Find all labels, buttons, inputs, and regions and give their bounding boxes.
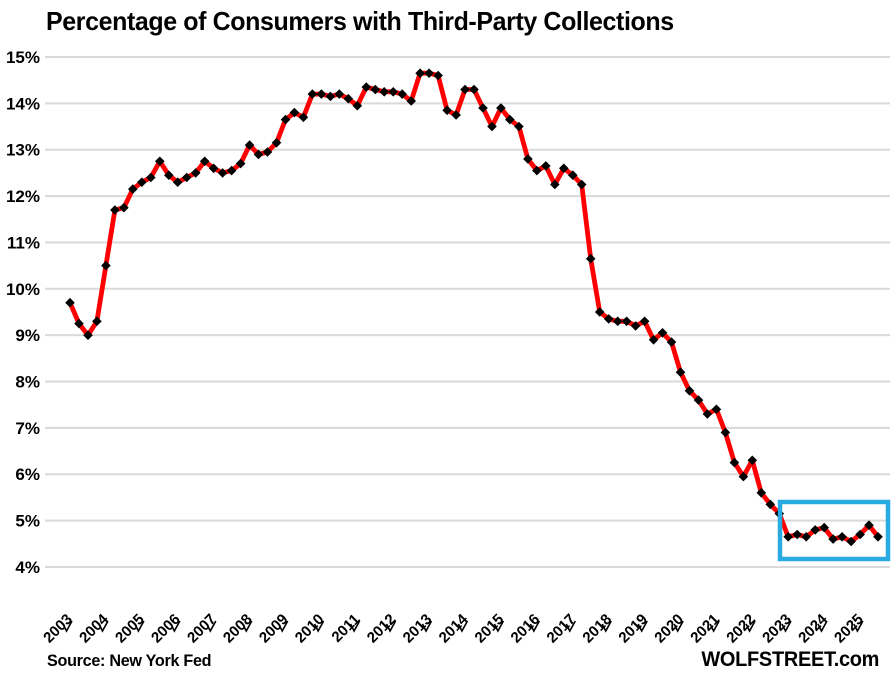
svg-text:2013: 2013	[400, 611, 436, 647]
svg-text:2024: 2024	[795, 610, 831, 646]
y-axis-labels: 15% 14% 13% 12% 11% 10% 9% 8% 7% 6% 5% 4%	[6, 48, 40, 577]
svg-text:2010: 2010	[292, 611, 328, 647]
svg-text:2006: 2006	[148, 611, 184, 647]
svg-text:13%: 13%	[6, 141, 40, 160]
svg-text:2018: 2018	[579, 611, 615, 647]
svg-text:2012: 2012	[364, 611, 400, 647]
svg-text:2022: 2022	[723, 611, 759, 647]
highlight-box	[777, 499, 891, 562]
svg-text:2017: 2017	[544, 611, 580, 647]
svg-text:10%: 10%	[6, 280, 40, 299]
svg-text:2019: 2019	[615, 611, 651, 647]
x-axis-tick-marks	[62, 620, 864, 633]
svg-text:2025: 2025	[831, 611, 867, 647]
x-axis-labels: 2003 2004 2005 2006 2007 2008 2009 2010 2011 2012…	[40, 610, 867, 646]
svg-text:2016: 2016	[508, 611, 544, 647]
branding-wolfstreet: WOLFSTREET.com	[701, 648, 879, 671]
svg-text:5%: 5%	[15, 512, 40, 531]
svg-text:2004: 2004	[76, 610, 112, 646]
svg-text:14%: 14%	[6, 94, 40, 113]
series-line	[67, 70, 881, 544]
svg-text:8%: 8%	[15, 373, 40, 392]
svg-text:2005: 2005	[112, 611, 148, 647]
svg-text:2023: 2023	[759, 611, 795, 647]
svg-text:9%: 9%	[15, 326, 40, 345]
svg-text:15%: 15%	[6, 48, 40, 67]
svg-text:2009: 2009	[256, 611, 292, 647]
svg-text:2015: 2015	[472, 611, 508, 647]
svg-text:2014: 2014	[436, 610, 472, 646]
svg-text:7%: 7%	[15, 419, 40, 438]
svg-text:2008: 2008	[220, 611, 256, 647]
chart-title: Percentage of Consumers with Third-Party…	[46, 6, 674, 36]
svg-text:11%: 11%	[7, 233, 40, 252]
svg-text:2020: 2020	[651, 611, 687, 647]
source-note: Source: New York Fed	[47, 651, 212, 670]
svg-text:6%: 6%	[15, 465, 40, 484]
svg-text:12%: 12%	[6, 187, 40, 206]
gridlines	[45, 56, 890, 568]
svg-text:2011: 2011	[328, 611, 363, 646]
svg-text:2007: 2007	[184, 611, 220, 647]
svg-text:4%: 4%	[15, 558, 40, 577]
svg-text:2003: 2003	[40, 611, 76, 647]
svg-text:2021: 2021	[687, 611, 723, 647]
